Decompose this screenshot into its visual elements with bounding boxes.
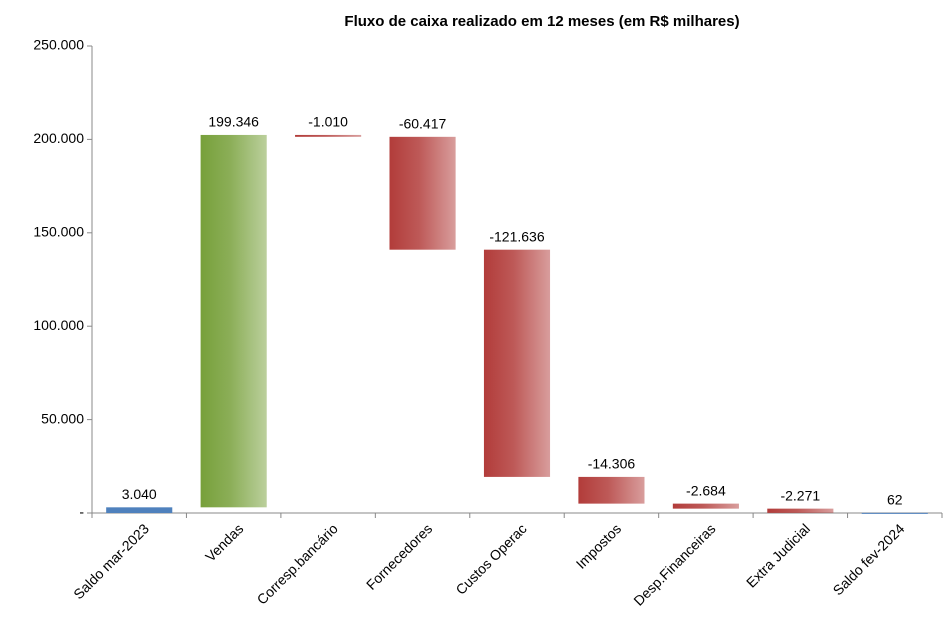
x-tick-label: Custos Operac	[452, 520, 529, 597]
x-tick-label: Corresp.bancário	[254, 520, 341, 607]
bar	[767, 508, 834, 513]
x-tick-label: Desp.Financeiras	[630, 520, 718, 608]
y-tick-label: 200.000	[33, 130, 84, 146]
y-tick-label: 100.000	[33, 317, 84, 333]
y-tick-label: 50.000	[41, 410, 84, 426]
x-tick-label: Extra Judicial	[743, 520, 813, 590]
bar	[389, 136, 456, 250]
x-tick-label: Vendas	[202, 520, 246, 564]
bar	[578, 476, 645, 504]
data-label: -1.010	[308, 114, 348, 130]
y-tick-label: -	[79, 504, 84, 520]
data-label: 199.346	[208, 114, 259, 130]
bar	[295, 134, 362, 137]
data-label: -2.271	[780, 487, 820, 503]
bar	[672, 503, 739, 509]
chart-title: Fluxo de caixa realizado em 12 meses (em…	[344, 13, 739, 30]
data-label: 62	[887, 492, 903, 508]
y-tick-label: 250.000	[33, 37, 84, 53]
data-label: -14.306	[588, 456, 636, 472]
x-tick-label: Impostos	[573, 520, 624, 571]
x-tick-label: Fornecedores	[363, 520, 435, 592]
bar	[200, 134, 267, 508]
data-label: -2.684	[686, 482, 726, 498]
x-tick-label: Saldo fev-2024	[830, 520, 908, 598]
data-label: 3.040	[122, 486, 157, 502]
y-tick-label: 150.000	[33, 224, 84, 240]
bar	[106, 507, 173, 513]
data-label: -60.417	[399, 116, 447, 132]
x-tick-label: Saldo mar-2023	[70, 520, 152, 602]
bar	[483, 249, 551, 477]
data-label: -121.636	[489, 228, 544, 244]
bar	[861, 512, 928, 514]
